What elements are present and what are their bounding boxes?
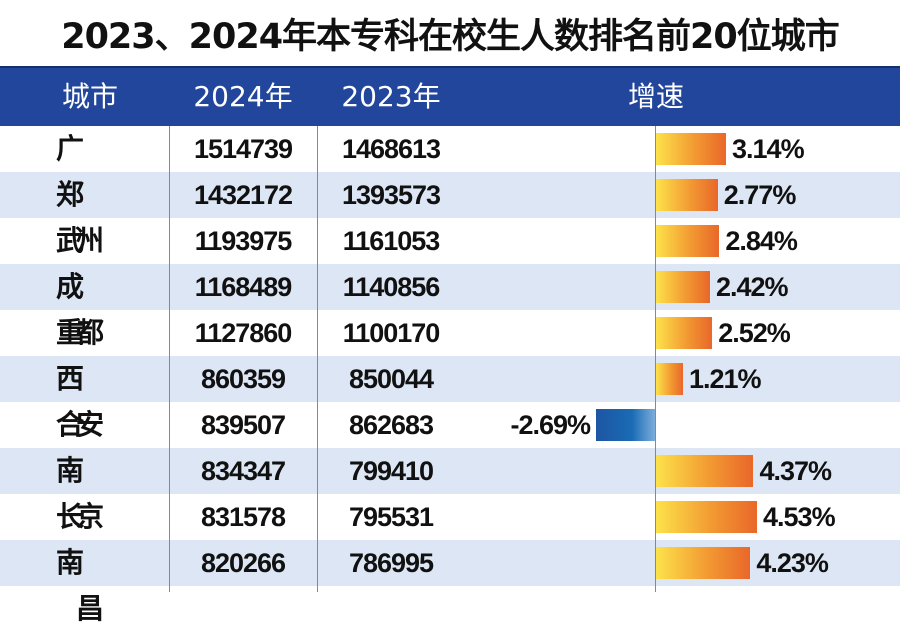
city-char: 武 [55,224,84,257]
city-char: 都 [75,316,104,349]
value-2024: 1514739 [193,134,293,164]
growth-label: 2.42% [715,272,789,302]
growth-label: 4.37% [759,456,832,486]
header-city: 城市 [61,80,118,113]
city-name: 长沙 [30,494,150,579]
city-name: 南京 [30,448,150,533]
city-name: 南昌 [30,540,150,625]
table-row: 武汉 1193975 1161053 2.84% [0,218,900,303]
city-name: 西安 [30,356,150,441]
value-2024: 1127860 [194,318,293,348]
column-divider [169,126,170,592]
table-row: 西安 860359 850044 1.21% [0,356,900,441]
chart-title: 2023、2024年本专科在校生人数排名前20位城市 [61,17,840,57]
value-2024: 1168489 [194,272,293,302]
city-char: 合 [55,408,84,441]
growth-bar-positive [656,547,751,579]
city-char: 成 [55,270,84,303]
table-row: 合肥 839507 862683 -2.69% [0,402,900,487]
city-name: 成都 [30,264,150,349]
city-name: 郑州 [30,172,150,257]
growth-bar-positive [656,363,683,395]
growth-bar-positive [656,455,754,487]
table-row: 郑州 1432172 1393573 2.77% [0,172,900,257]
city-char: 安 [75,408,104,441]
table-row: 广州 1514739 1468613 3.14% [0,126,900,211]
city-char: 广 [55,132,84,165]
city-name: 合肥 [30,402,150,487]
city-char: 州 [75,224,104,257]
value-2024: 1432172 [193,180,293,210]
growth-bar-positive [656,317,713,349]
growth-bar-positive [656,225,720,257]
city-char: 郑 [55,178,84,211]
table-row: 成都 1168489 1140856 2.42% [0,264,900,349]
growth-label: 1.21% [688,364,762,394]
value-2024: 839507 [200,410,286,440]
value-2024: 831578 [200,502,286,532]
growth-bar-positive [656,271,710,303]
table-header: 城市 2024年 2023年 增速 [0,66,900,126]
value-2023: 1468613 [341,134,441,164]
column-divider [317,126,318,592]
city-name: 广州 [30,126,150,211]
city-char: 南 [55,454,84,487]
city-char: 长 [55,500,84,533]
table-row: 南京 834347 799410 4.37% [0,448,900,533]
growth-label: -2.69% [510,410,591,440]
value-2023: 862683 [348,410,434,440]
value-2024: 860359 [200,364,286,394]
growth-bar-positive [656,133,727,165]
header-2023: 2023年 [341,80,441,113]
value-2023: 786995 [348,548,434,578]
value-2023: 850044 [348,364,434,394]
value-2023: 1140856 [342,272,441,302]
city-char: 昌 [75,592,104,625]
table-row: 长沙 831578 795531 4.53% [0,494,900,579]
value-2023: 795531 [348,502,434,532]
growth-bar-positive [656,501,758,533]
growth-label: 3.14% [732,134,805,164]
city-char: 重 [55,316,84,349]
growth-bar-positive [656,179,718,211]
city-char: 南 [55,546,84,579]
growth-label: 4.53% [763,502,836,532]
value-2023: 1393573 [341,180,441,210]
value-2023: 1100170 [342,318,441,348]
value-2024: 820266 [200,548,286,578]
value-2023: 1161053 [342,226,441,256]
value-2024: 834347 [200,456,286,486]
growth-label: 2.77% [723,180,797,210]
header-2024: 2024年 [193,80,293,113]
growth-label: 2.52% [718,318,791,348]
value-2024: 1193975 [194,226,293,256]
growth-bar-negative [596,409,656,441]
growth-label: 2.84% [725,226,798,256]
city-name: 武汉 [30,218,150,303]
city-char: 西 [55,362,84,395]
zero-axis-line [655,126,656,592]
table-row: 重庆 1127860 1100170 2.52% [0,310,900,395]
table-row: 南昌 820266 786995 4.23% [0,540,900,625]
city-name: 重庆 [30,310,150,395]
city-char: 京 [75,500,104,533]
growth-label: 4.23% [756,548,829,578]
header-growth: 增速 [627,80,684,113]
value-2023: 799410 [348,456,434,486]
